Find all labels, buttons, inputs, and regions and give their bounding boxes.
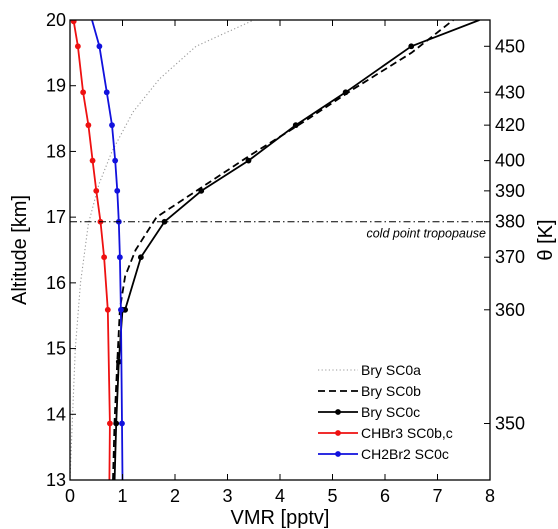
y-axis-label: Altitude [km] [9,195,31,305]
series-line-4 [91,20,124,480]
series-line-1 [112,20,454,480]
series-2-point [113,420,120,427]
legend-label-4: CH2Br2 SC0c [361,446,449,462]
legend-label-0: Bry SC0a [361,362,421,378]
x-axis-label: VMR [pptv] [231,507,330,529]
series-3-point [107,420,113,427]
series-3-point [89,157,96,164]
y2-tick-label: 420 [495,115,525,135]
series-4-point [112,157,119,164]
y2-tick-label: 360 [495,300,525,320]
series-3-point [70,20,77,25]
legend-label-3: CHBr3 SC0b,c [361,425,453,441]
series-4-point [114,187,121,194]
y2-tick-label: 350 [495,413,525,433]
series-2-point [292,122,299,129]
legend-marker-4 [335,451,341,457]
legend-marker-2 [335,409,341,415]
series-2-point [408,43,415,50]
x-tick-label: 4 [275,486,285,506]
series-3-point [85,122,92,129]
series-line-3 [70,20,111,480]
y2-axis-label: θ [K] [535,219,557,260]
y2-tick-label: 380 [495,212,525,232]
series-4-point [103,89,110,96]
tropopause-label: cold point tropopause [366,227,486,241]
series-3-point [74,43,81,50]
y2-tick-label: 400 [495,151,525,171]
series-4-point [116,254,123,261]
x-tick-label: 8 [485,486,495,506]
y-tick-label: 18 [46,141,66,161]
y-tick-label: 14 [46,404,66,424]
series-layer [70,20,480,480]
series-2-point [198,187,205,194]
y-tick-label: 20 [46,10,66,30]
series-2-point [161,218,168,225]
x-tick-label: 7 [432,486,442,506]
series-2-point [122,306,129,313]
legend-label-2: Bry SC0c [361,404,420,420]
series-3-point [93,187,100,194]
plot-frame [69,19,491,481]
y2-tick-label: 390 [495,181,525,201]
series-4-point [118,306,124,313]
tropopause-label-bg [320,224,488,242]
legend-label-1: Bry SC0b [361,383,421,399]
series-2-point [245,157,252,164]
y2-tick-label: 450 [495,36,525,56]
series-2-point [137,254,144,261]
x-tick-label: 1 [117,486,127,506]
series-2-point [342,89,349,96]
y-tick-label: 16 [46,273,66,293]
annotation-layer: cold point tropopause [70,221,490,242]
series-4-point [109,122,115,129]
x-tick-label: 0 [65,486,75,506]
series-3-point [104,306,111,313]
y-tick-label: 15 [46,339,66,359]
x-tick-label: 3 [222,486,232,506]
y2-tick-label: 370 [495,247,525,267]
legend-marker-3 [335,430,341,436]
x-tick-label: 5 [327,486,337,506]
legend: Bry SC0a Bry SC0b Bry SC0c CHBr3 SC0b,c CH2B… [318,362,453,462]
series-line-0 [70,20,255,480]
series-3-point [80,89,87,96]
series-3-point [101,254,108,261]
y-tick-label: 13 [46,470,66,490]
series-4-point [119,420,125,427]
x-tick-label: 6 [380,486,390,506]
series-4-point [96,43,103,50]
series-2-point [115,358,122,365]
y2-tick-label: 430 [495,82,525,102]
y-tick-label: 17 [46,207,66,227]
ticks-layer: 0 1 2 3 4 5 6 7 8 13 14 15 16 17 18 19 20 350 360 370 380 390… [46,10,525,506]
y-tick-label: 19 [46,76,66,96]
x-tick-label: 2 [170,486,180,506]
series-line-2 [113,20,480,480]
